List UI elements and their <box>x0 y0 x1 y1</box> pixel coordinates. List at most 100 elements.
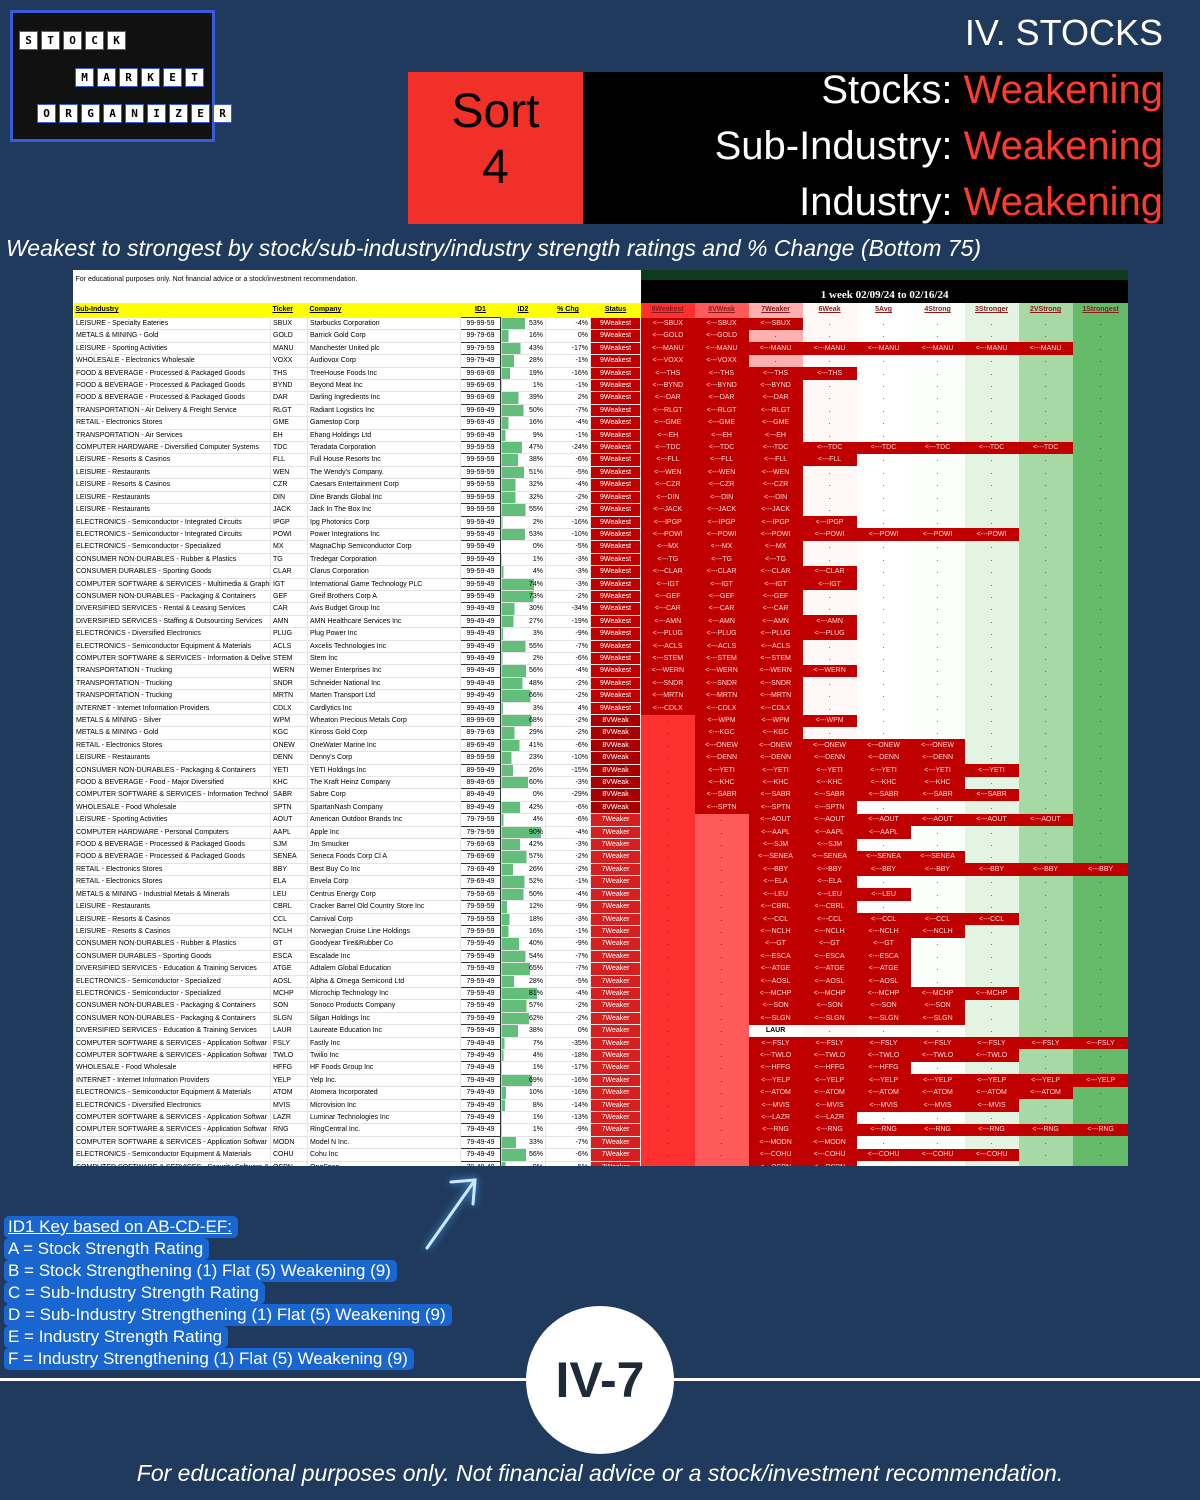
strength-cell: <---RNG <box>1072 1123 1128 1137</box>
strength-cell: . <box>1018 950 1073 963</box>
strength-cell: . <box>964 714 1019 727</box>
id2: 48% <box>500 676 546 691</box>
strength-cell: . <box>856 367 911 380</box>
sub-industry: RETAIL - Electronics Stores <box>73 738 271 753</box>
sub-industry: COMPUTER SOFTWARE & SERVICES - Applicati… <box>73 1110 271 1125</box>
strength-cell: . <box>1018 553 1073 566</box>
strength-cell: . <box>910 950 965 963</box>
strength-cell: . <box>1072 925 1128 938</box>
strength-cell: . <box>856 1136 911 1149</box>
pointer-arrow <box>425 1178 477 1250</box>
strength-cell: . <box>910 354 965 368</box>
pct-change: -2% <box>545 713 591 728</box>
strength-cell: . <box>910 429 965 442</box>
strength-cell: <---WERN <box>694 664 749 678</box>
strength-cell: . <box>1072 602 1128 616</box>
stock-row: ELECTRONICS - Semiconductor - Integrated… <box>73 515 1128 529</box>
ticker: MRTN <box>270 689 308 703</box>
subtitle: Weakest to strongest by stock/sub-indust… <box>6 235 981 261</box>
sub-industry: INTERNET - Internet Information Provider… <box>73 701 271 716</box>
id1: 79-69-49 <box>460 875 501 889</box>
strength-cell: . <box>1072 726 1128 740</box>
key-line-text: B = Stock Strengthening (1) Flat (5) Wea… <box>4 1260 397 1282</box>
company: Cardlytics Inc <box>307 701 461 716</box>
strength-cell: <---DENN <box>802 751 857 765</box>
column-header: 3Stronger <box>964 303 1019 318</box>
strength-cell: <---ATOM <box>856 1086 911 1100</box>
ticker: ESCA <box>270 949 308 964</box>
id1: 79-59-49 <box>460 1024 501 1038</box>
pct-change: -15% <box>545 763 591 778</box>
strength-cell: . <box>640 987 695 1000</box>
strength-cell: . <box>1072 1024 1128 1038</box>
strength-cell: . <box>1072 1049 1128 1062</box>
company: Twilio Inc <box>307 1048 461 1063</box>
strength-cell: . <box>964 640 1019 653</box>
stock-row: ELECTRONICS - Semiconductor - Specialize… <box>73 540 1128 554</box>
column-header: 9Weakest <box>640 303 695 318</box>
strength-cell: <---AOSL <box>856 975 911 988</box>
strength-cell: . <box>964 975 1019 988</box>
stock-row: CONSUMER NON-DURABLES - Packaging & Cont… <box>73 1011 1128 1026</box>
stock-row: DIVERSIFIED SERVICES - Education & Train… <box>73 962 1128 976</box>
page-number: IV-7 <box>526 1306 674 1454</box>
id1: 79-69-69 <box>460 838 501 852</box>
strength-cell: <---AMN <box>640 615 695 628</box>
strength-cell: <---YETI <box>964 764 1019 777</box>
strength-cell: <---FLL <box>694 453 749 467</box>
strength-cell: <---CAR <box>748 602 803 616</box>
id2: 66% <box>500 689 546 703</box>
sub-industry: DIVERSIFIED SERVICES - Staffing & Outsou… <box>73 614 271 629</box>
id1: 99-49-49 <box>460 627 501 641</box>
stock-row: LEISURE - Resorts & Casinos CZR Caesars En… <box>73 478 1128 492</box>
strength-cell: . <box>1018 565 1073 579</box>
pct-change: -29% <box>545 788 591 802</box>
id2: 40% <box>500 937 546 951</box>
stock-row: METALS & MINING - Gold KGC Kinross Gold Co… <box>73 726 1128 740</box>
stock-row: COMPUTER SOFTWARE & SERVICES - Applicati… <box>73 1123 1128 1137</box>
strength-cell: . <box>1072 913 1128 926</box>
strength-cell: . <box>640 726 695 740</box>
stock-row: CONSUMER NON-DURABLES - Packaging & Cont… <box>73 589 1128 604</box>
ticker: BYND <box>270 379 308 393</box>
strength-cell: . <box>748 329 803 343</box>
company: Sonoco Products Company <box>307 999 461 1013</box>
strength-cell: . <box>856 640 911 653</box>
strength-cell: . <box>910 664 965 678</box>
strength-cell: <---YELP <box>1072 1074 1128 1087</box>
strength-cell: . <box>694 1123 749 1137</box>
ticker: MX <box>270 540 308 554</box>
status: 9Weakest <box>589 676 642 691</box>
pct-change: -3% <box>545 577 591 591</box>
id2: 38% <box>500 453 546 467</box>
strength-cell: <---CZR <box>694 478 749 492</box>
strength-cell: . <box>856 317 911 330</box>
strength-cell: . <box>694 863 749 876</box>
strength-cell: <---SABR <box>964 788 1019 802</box>
stock-row: CONSUMER DURABLES - Sporting Goods CLAR Cl… <box>73 565 1128 579</box>
status: 9Weakest <box>589 490 642 505</box>
strength-cell: . <box>856 875 911 889</box>
strength-cell: . <box>640 1086 695 1100</box>
strength-cell: <---EH <box>694 429 749 442</box>
strength-cell: . <box>748 354 803 368</box>
logo-letter: N <box>125 104 144 123</box>
strength-cell: <---MANU <box>856 342 911 355</box>
id1: 99-59-59 <box>460 465 501 480</box>
stock-row: LEISURE - Resorts & Casinos CCL Carnival C… <box>73 912 1128 926</box>
logo-letter: O <box>37 104 56 123</box>
logo-letter: R <box>119 68 138 87</box>
logo-letter: M <box>75 68 94 87</box>
pct-change: -34% <box>545 602 591 616</box>
id2: 12% <box>500 900 546 914</box>
ticker: WPM <box>270 713 308 728</box>
pct-change: -3% <box>545 776 591 790</box>
company: Silgan Holdings Inc <box>307 1011 461 1026</box>
strength-cell: . <box>640 925 695 938</box>
stock-row: WHOLESALE - Food Wholesale HFFG HF Foods G… <box>73 1061 1128 1075</box>
strength-cell: <---CCL <box>964 913 1019 926</box>
strength-cell: <---WEN <box>640 466 695 479</box>
logo-letter: I <box>147 104 166 123</box>
strength-cell: . <box>910 491 965 504</box>
